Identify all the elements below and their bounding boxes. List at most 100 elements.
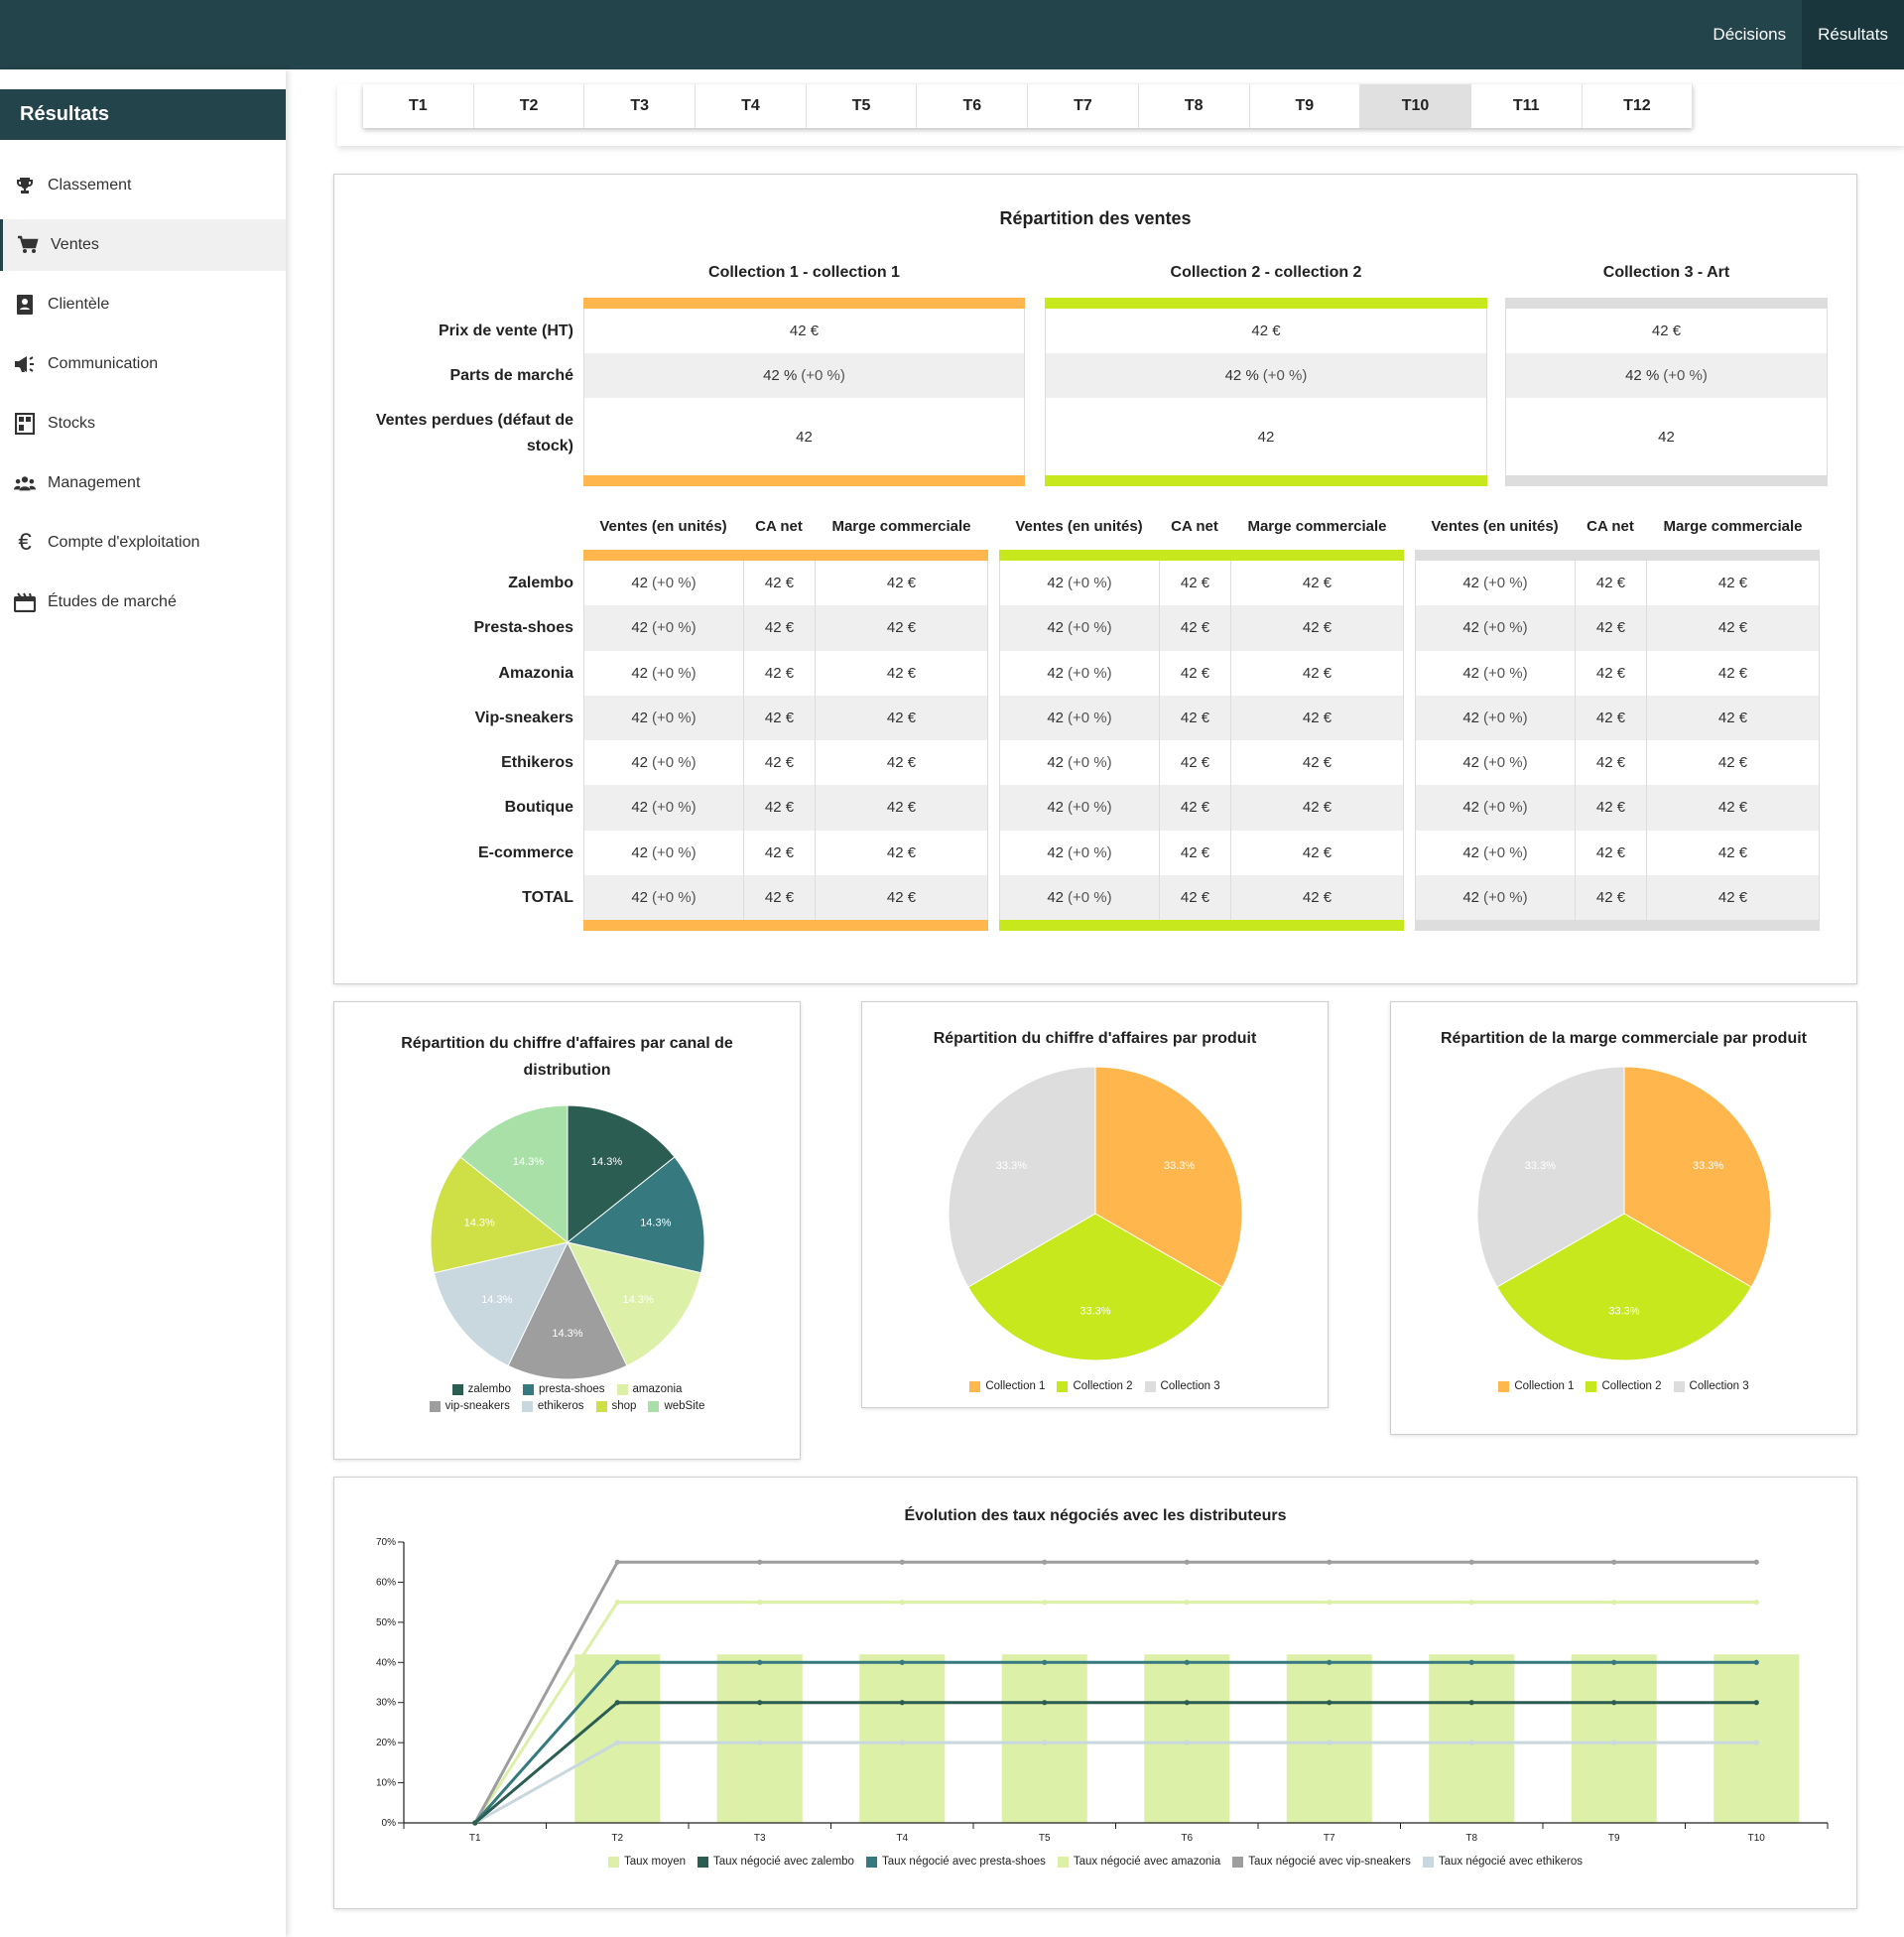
detail-cell: 42 € bbox=[1230, 695, 1404, 740]
tab-t6[interactable]: T6 bbox=[917, 84, 1029, 128]
legend-item[interactable]: shop bbox=[595, 1400, 636, 1412]
sidebar-item-etudes[interactable]: Études de marché bbox=[0, 577, 286, 628]
sidebar-item-label: Ventes bbox=[51, 236, 99, 253]
legend-item[interactable]: Collection 3 bbox=[1144, 1380, 1220, 1392]
line-point bbox=[614, 1659, 620, 1665]
legend-item[interactable]: vip-sneakers bbox=[429, 1400, 510, 1412]
detail-value: 42 bbox=[631, 843, 649, 861]
detail-value: 42 € bbox=[1302, 575, 1333, 592]
collection-color-bar bbox=[1045, 475, 1487, 486]
legend-swatch bbox=[608, 1856, 619, 1868]
detail-value: 42 bbox=[1047, 709, 1065, 726]
legend-item[interactable]: Taux négocié avec amazonia bbox=[1057, 1856, 1220, 1868]
nav-resultats[interactable]: Résultats bbox=[1802, 0, 1904, 69]
line-taux-négocié-avec-vip-sneakers bbox=[473, 1560, 1757, 1824]
sidebar-item-label: Communication bbox=[48, 355, 159, 372]
tab-t1[interactable]: T1 bbox=[363, 84, 474, 128]
detail-value: 42 € bbox=[1180, 619, 1210, 637]
detail-cell: 42 (+0 %) bbox=[1415, 695, 1575, 740]
legend-item[interactable]: Taux négocié avec vip-sneakers bbox=[1232, 1856, 1411, 1868]
legend-item[interactable]: zalembo bbox=[451, 1383, 511, 1395]
line-point bbox=[1184, 1559, 1190, 1565]
detail-cell: 42 € bbox=[1646, 605, 1820, 651]
detail-cell: 42 (+0 %) bbox=[999, 830, 1159, 875]
summary-cell: 42 % (+0 %) bbox=[1046, 353, 1486, 398]
line-point bbox=[1327, 1659, 1333, 1665]
detail-value: 42 € bbox=[886, 709, 917, 726]
legend-item[interactable]: Collection 1 bbox=[969, 1380, 1045, 1392]
line-point bbox=[1327, 1740, 1333, 1745]
bar-taux-moyen bbox=[1714, 1654, 1800, 1823]
detail-cell: 42 € bbox=[743, 874, 815, 920]
detail-cell: 42 € bbox=[815, 695, 988, 740]
sidebar-item-management[interactable]: Management bbox=[0, 457, 286, 509]
detail-value: 42 € bbox=[1717, 754, 1748, 772]
nav-decisions[interactable]: Décisions bbox=[1713, 25, 1787, 44]
legend-swatch bbox=[1232, 1856, 1244, 1868]
sidebar-item-ventes[interactable]: Ventes bbox=[0, 219, 286, 271]
legend-item[interactable]: Taux négocié avec presta-shoes bbox=[865, 1856, 1046, 1868]
rates-chart-title: Évolution des taux négociés avec les dis… bbox=[904, 1507, 1287, 1524]
detail-cell: 42 (+0 %) bbox=[583, 695, 743, 740]
summary-cell: 42 bbox=[584, 398, 1024, 475]
sidebar-item-stocks[interactable]: Stocks bbox=[0, 398, 286, 450]
legend-item[interactable]: amazonia bbox=[616, 1383, 682, 1395]
legend-item[interactable]: Taux négocié avec zalembo bbox=[698, 1856, 854, 1868]
summary-cell: 42 % (+0 %) bbox=[584, 353, 1024, 398]
pie-product-ca-panel: Répartition du chiffre d'affaires par pr… bbox=[861, 1001, 1329, 1408]
tab-t4[interactable]: T4 bbox=[696, 84, 807, 128]
detail-value: 42 € bbox=[1302, 619, 1333, 637]
detail-cell: 42 (+0 %) bbox=[583, 874, 743, 920]
detail-cell: 42 € bbox=[1575, 830, 1646, 875]
legend-item[interactable]: Collection 2 bbox=[1586, 1380, 1662, 1392]
legend-item[interactable]: Taux moyen bbox=[608, 1856, 686, 1868]
detail-column-header: Ventes (en unités) bbox=[599, 518, 727, 535]
bar-taux-moyen bbox=[574, 1654, 661, 1823]
legend-item[interactable]: Collection 3 bbox=[1673, 1380, 1749, 1392]
detail-delta: (+0 %) bbox=[652, 575, 697, 592]
detail-cell: 42 € bbox=[1575, 650, 1646, 696]
sidebar-item-compte[interactable]: € Compte d'exploitation bbox=[0, 517, 286, 569]
legend-item[interactable]: ethikeros bbox=[521, 1400, 584, 1412]
summary-delta: (+0 %) bbox=[1663, 367, 1708, 384]
detail-delta: (+0 %) bbox=[652, 754, 697, 772]
legend-label: Collection 3 bbox=[1689, 1380, 1749, 1392]
line-point bbox=[899, 1559, 905, 1565]
detail-cell: 42 € bbox=[815, 650, 988, 696]
sidebar-item-label: Management bbox=[48, 474, 141, 491]
detail-delta: (+0 %) bbox=[652, 619, 697, 637]
detail-delta: (+0 %) bbox=[1483, 754, 1528, 772]
tab-t11[interactable]: T11 bbox=[1470, 84, 1583, 128]
summary-cell: 42 € bbox=[584, 309, 1024, 353]
detail-column-header: Ventes (en unités) bbox=[1015, 518, 1143, 535]
pie-slice-label: 33.3% bbox=[1693, 1160, 1723, 1172]
legend-item[interactable]: presta-shoes bbox=[523, 1383, 605, 1395]
legend-item[interactable]: Collection 2 bbox=[1057, 1380, 1133, 1392]
detail-cell: 42 (+0 %) bbox=[1415, 650, 1575, 696]
detail-cell: 42 € bbox=[743, 561, 815, 606]
tab-t8[interactable]: T8 bbox=[1138, 84, 1250, 128]
legend-label: Taux négocié avec vip-sneakers bbox=[1248, 1856, 1411, 1868]
tab-t3[interactable]: T3 bbox=[584, 84, 697, 128]
tab-t9[interactable]: T9 bbox=[1249, 84, 1361, 128]
detail-cell: 42 € bbox=[1159, 605, 1230, 651]
tab-t10[interactable]: T10 bbox=[1360, 84, 1471, 128]
legend-item[interactable]: webSite bbox=[648, 1400, 704, 1412]
line-point bbox=[757, 1700, 763, 1706]
legend-item[interactable]: Taux négocié avec ethikeros bbox=[1422, 1856, 1583, 1868]
tab-t2[interactable]: T2 bbox=[473, 84, 585, 128]
tab-t5[interactable]: T5 bbox=[806, 84, 918, 128]
tab-t7[interactable]: T7 bbox=[1028, 84, 1139, 128]
sidebar-item-clientele[interactable]: Clientèle bbox=[0, 279, 286, 330]
line-point bbox=[1611, 1600, 1617, 1606]
detail-value: 42 € bbox=[764, 888, 795, 906]
legend-swatch bbox=[1422, 1856, 1434, 1868]
sidebar-item-classement[interactable]: Classement bbox=[0, 160, 286, 211]
detail-cell: 42 € bbox=[1646, 874, 1820, 920]
sidebar-item-communication[interactable]: Communication bbox=[0, 338, 286, 390]
detail-value: 42 € bbox=[1180, 709, 1210, 726]
legend-item[interactable]: Collection 1 bbox=[1498, 1380, 1574, 1392]
tab-t12[interactable]: T12 bbox=[1582, 84, 1694, 128]
line-point bbox=[899, 1740, 905, 1745]
legend-swatch bbox=[595, 1400, 607, 1412]
